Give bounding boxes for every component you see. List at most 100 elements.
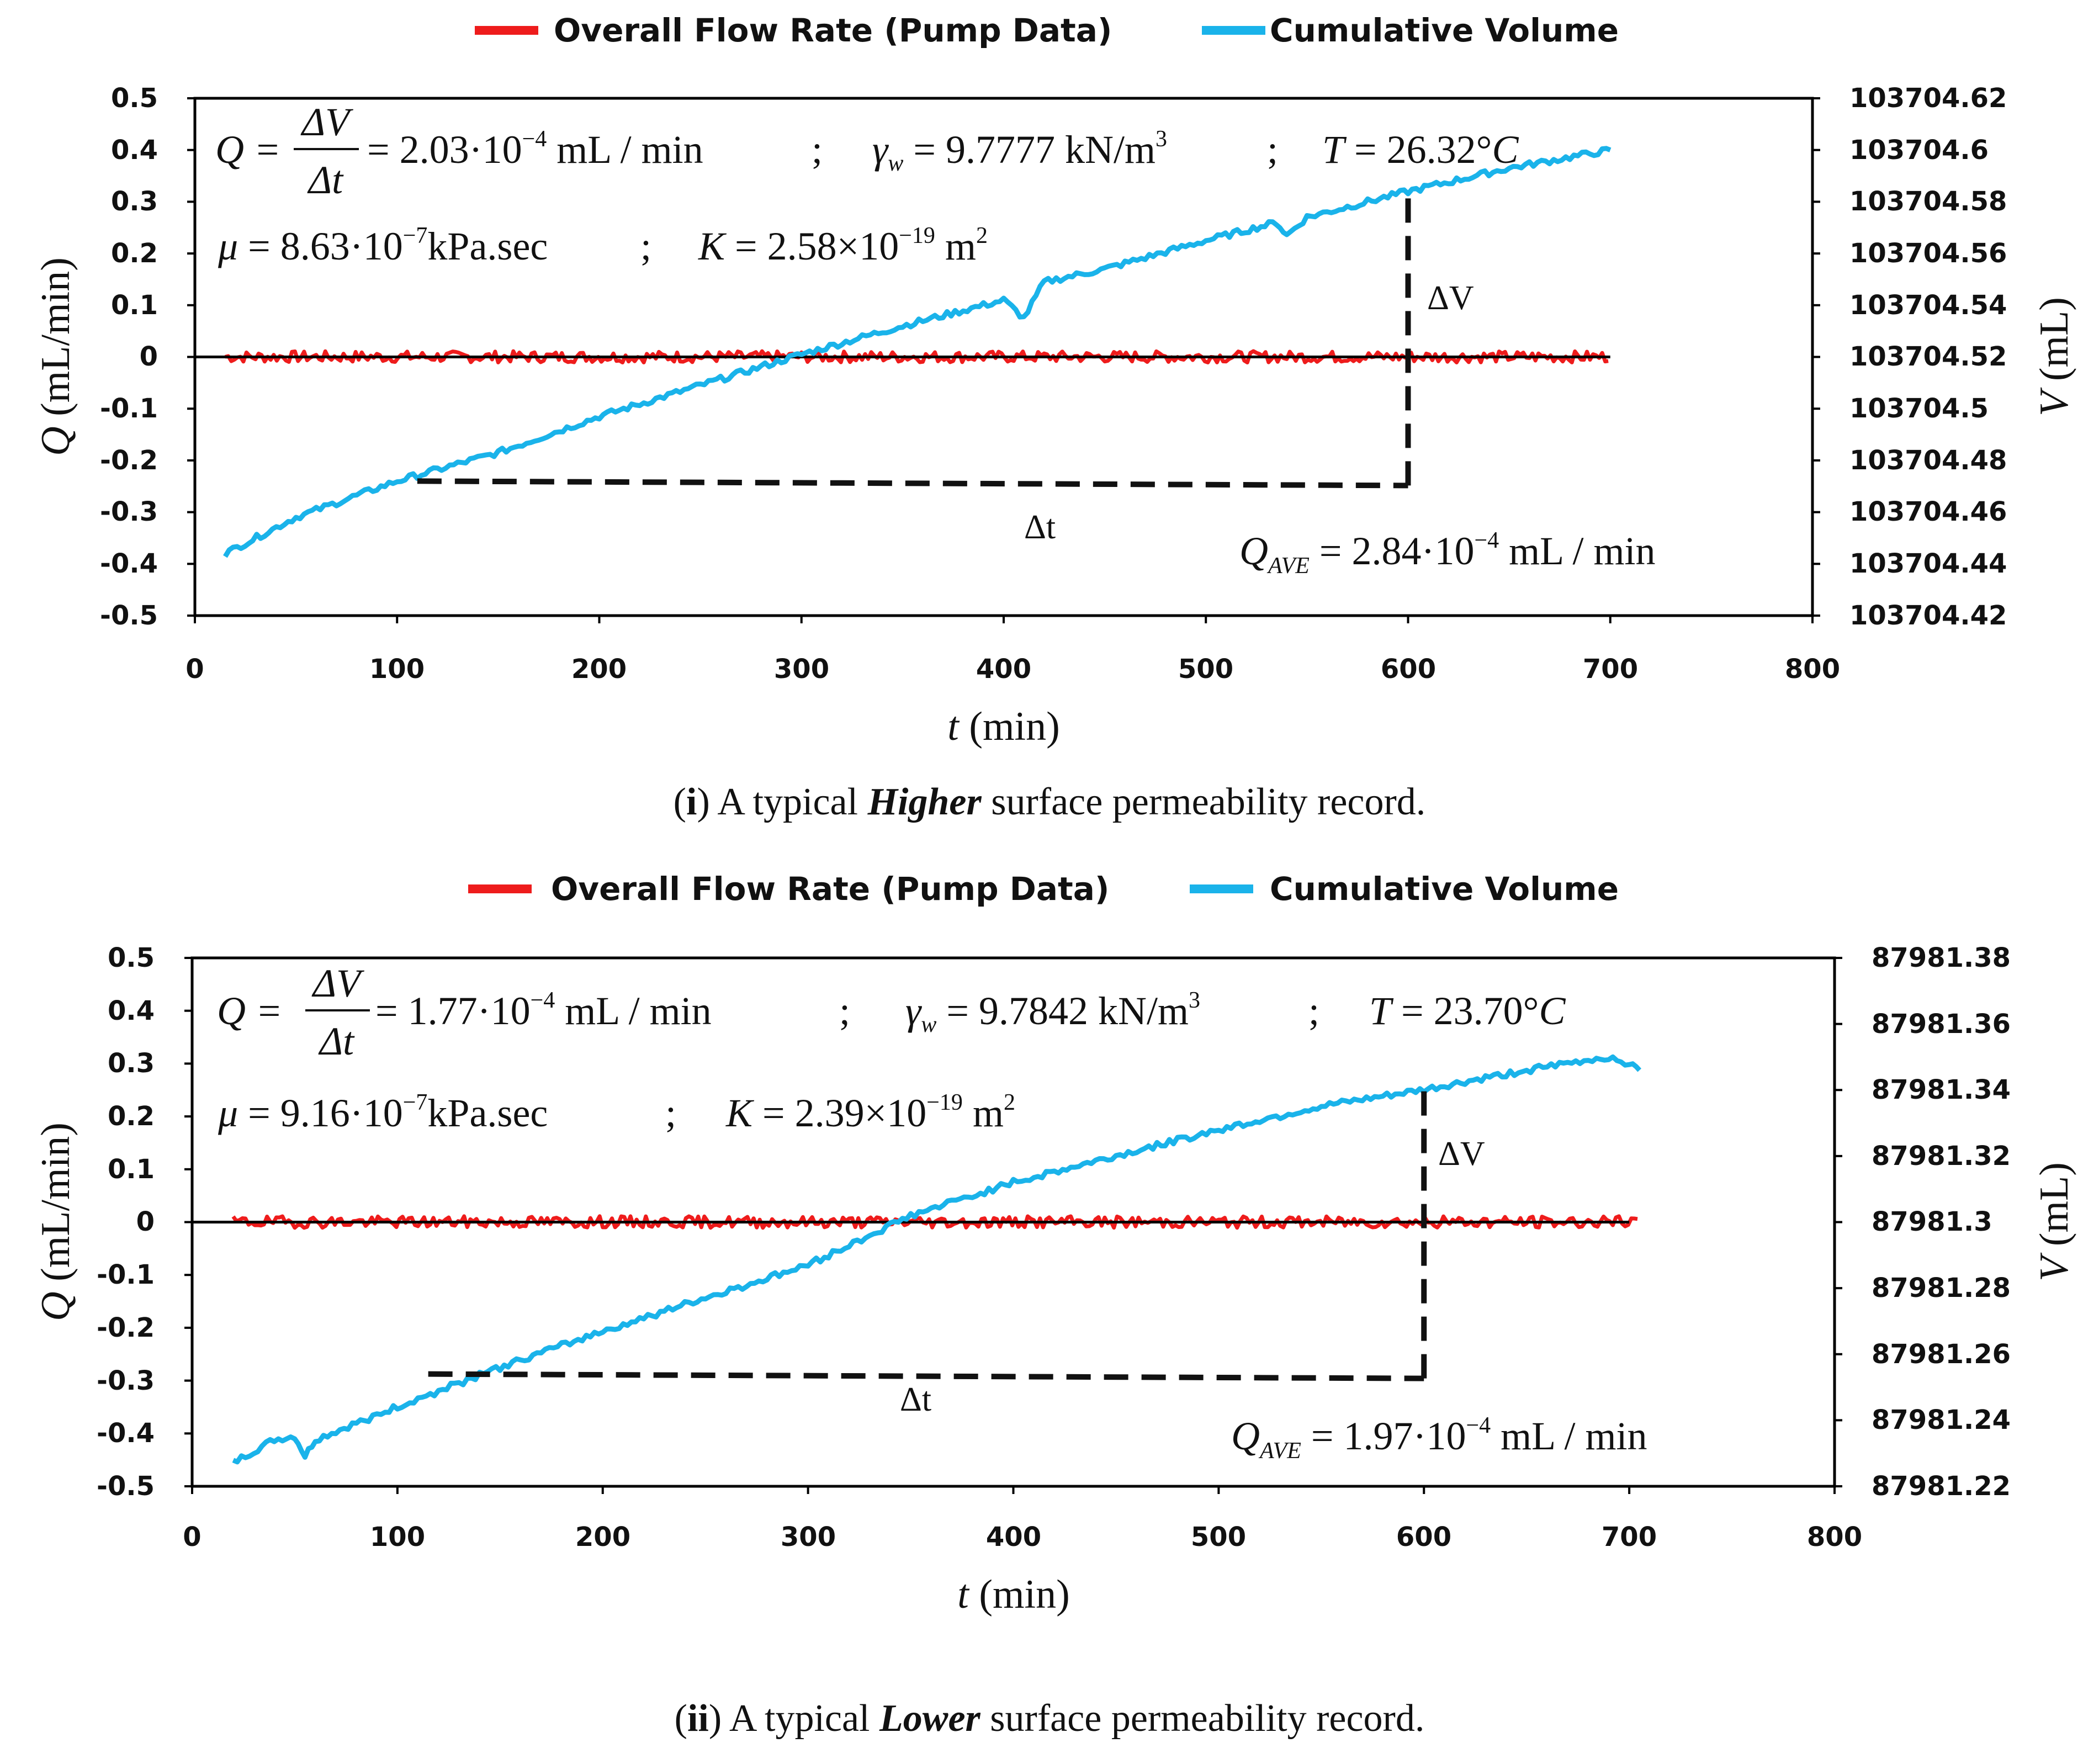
chart-1-ytick: -0.4 xyxy=(100,548,158,579)
chart-2-y2tick: 87981.22 xyxy=(1872,1471,2011,1502)
chart-1-y2tick: 103704.52 xyxy=(1849,341,2007,372)
chart-2-eq-temp: T = 23.70°C xyxy=(1369,989,1566,1033)
chart-2-y2tick: 87981.32 xyxy=(1872,1141,2011,1172)
chart-1-y2-ticks: 103704.62 103704.6 103704.58 103704.56 1… xyxy=(1849,83,2007,631)
chart-2-y2tick: 87981.3 xyxy=(1872,1206,1992,1237)
chart-1-ytick: -0.1 xyxy=(100,393,158,424)
chart-1-xtick: 300 xyxy=(774,654,829,685)
chart-2-y2tick: 87981.24 xyxy=(1872,1405,2011,1435)
chart-2-y2tick: 87981.36 xyxy=(1872,1009,2011,1040)
chart-2-eq-sep-3: ; xyxy=(665,1091,676,1135)
chart-2-y2tick: 87981.26 xyxy=(1872,1339,2011,1370)
chart-1-eq-sep-3: ; xyxy=(640,224,651,268)
chart-1-ytick: -0.2 xyxy=(100,445,158,476)
chart-1-y2tick: 103704.58 xyxy=(1849,186,2007,217)
chart-2-ytick: -0.5 xyxy=(97,1471,155,1502)
chart-2-eq-gamma: γw = 9.7842 kN/m3 xyxy=(905,988,1200,1037)
chart-2-delta-v-label: ΔV xyxy=(1438,1135,1485,1173)
chart-2-xtick: 0 xyxy=(183,1522,201,1553)
chart-2-y-ticks: 0.5 0.4 0.3 0.2 0.1 0 -0.1 -0.2 -0.3 -0.… xyxy=(97,942,155,1502)
chart-2-xtick: 100 xyxy=(370,1522,425,1553)
chart-1-xtick: 600 xyxy=(1381,654,1436,685)
chart-2-xtick: 500 xyxy=(1191,1522,1246,1553)
chart-1-equation-flow: Q = ΔV Δt = 2.03·10−4 mL / min ; γw = 9.… xyxy=(215,100,1519,202)
chart-2-eq-sep-2: ; xyxy=(1308,989,1319,1033)
chart-1-eq-temp: T = 26.32°C xyxy=(1322,128,1519,172)
chart-2-eq-mu: μ = 9.16·10−7kPa.sec xyxy=(218,1090,548,1135)
chart-2-ytick: 0.2 xyxy=(108,1101,155,1132)
delta-t-dashed-line xyxy=(428,1371,1424,1381)
chart-1-eq-mu: μ = 8.63·10−7kPa.sec xyxy=(218,223,548,268)
chart-2-ytick: -0.4 xyxy=(97,1418,155,1449)
chart-1: Overall Flow Rate (Pump Data) Cumulative… xyxy=(33,12,2077,823)
chart-1-y2tick: 103704.46 xyxy=(1849,496,2007,527)
chart-1-q-average: QAVE = 2.84·10−4 mL / min xyxy=(1239,528,1655,579)
chart-1-y2tick: 103704.48 xyxy=(1849,445,2007,476)
chart-2: Overall Flow Rate (Pump Data) Cumulative… xyxy=(33,870,2077,1740)
chart-1-ytick: 0.5 xyxy=(111,83,158,114)
cumulative-volume-series xyxy=(223,146,1612,558)
chart-1-eq-k: K = 2.58×10−19 m2 xyxy=(698,223,988,268)
chart-2-eq-q-lhs: Q = xyxy=(217,989,283,1033)
chart-1-eq-sep-2: ; xyxy=(1267,128,1278,172)
chart-2-equation-props: μ = 9.16·10−7kPa.sec ; K = 2.39×10−19 m2 xyxy=(218,1090,1015,1135)
chart-2-xtick: 300 xyxy=(781,1522,836,1553)
chart-1-y2tick: 103704.5 xyxy=(1849,393,1989,424)
chart-1-xtick: 800 xyxy=(1785,654,1840,685)
chart-1-delta-v-label: ΔV xyxy=(1427,279,1474,317)
chart-1-xtick: 700 xyxy=(1583,654,1638,685)
chart-1-x-axis-label: t (min) xyxy=(947,704,1059,749)
chart-2-x-ticks: 0 100 200 300 400 500 600 700 800 xyxy=(183,1522,1862,1553)
chart-1-y2tick: 103704.42 xyxy=(1849,600,2007,631)
chart-1-ytick: 0 xyxy=(140,341,158,372)
chart-2-xtick: 700 xyxy=(1602,1522,1657,1553)
chart-1-plot-data xyxy=(195,146,1612,558)
chart-1-delta-t-label: Δt xyxy=(1024,508,1056,546)
chart-2-ytick: -0.2 xyxy=(97,1312,155,1343)
chart-2-ytick: 0.3 xyxy=(108,1048,155,1079)
chart-2-xtick: 600 xyxy=(1396,1522,1451,1553)
chart-2-legend-flow-label: Overall Flow Rate (Pump Data) xyxy=(551,870,1109,908)
chart-1-ytick: 0.4 xyxy=(111,135,158,166)
chart-1-ytick: -0.3 xyxy=(100,496,158,527)
chart-1-ytick: 0.2 xyxy=(111,238,158,269)
chart-2-xtick: 200 xyxy=(575,1522,630,1553)
chart-2-xtick: 800 xyxy=(1807,1522,1862,1553)
chart-1-y-ticks: 0.5 0.4 0.3 0.2 0.1 0 -0.1 -0.2 -0.3 -0.… xyxy=(100,83,158,631)
chart-2-y2tick: 87981.28 xyxy=(1872,1273,2011,1304)
flow-rate-series xyxy=(225,349,1609,364)
chart-1-ytick: 0.1 xyxy=(111,290,158,321)
chart-1-legend-flow-label: Overall Flow Rate (Pump Data) xyxy=(554,12,1112,49)
chart-2-eq-dv: ΔV xyxy=(311,961,364,1005)
chart-1-xtick: 100 xyxy=(369,654,425,685)
chart-1-legend: Overall Flow Rate (Pump Data) Cumulative… xyxy=(475,12,1619,49)
chart-2-eq-dt: Δt xyxy=(318,1019,355,1063)
chart-2-caption: (ii) A typical Lower surface permeabilit… xyxy=(675,1697,1425,1740)
chart-2-y2-ticks: 87981.38 87981.36 87981.34 87981.32 8798… xyxy=(1872,942,2011,1502)
chart-2-eq-k: K = 2.39×10−19 m2 xyxy=(725,1090,1015,1135)
chart-2-ytick: -0.1 xyxy=(97,1259,155,1290)
chart-2-legend: Overall Flow Rate (Pump Data) Cumulative… xyxy=(468,870,1619,908)
chart-1-eq-q-lhs: Q = xyxy=(215,128,281,172)
chart-2-legend-volume-label: Cumulative Volume xyxy=(1270,870,1619,908)
chart-1-legend-volume-label: Cumulative Volume xyxy=(1270,12,1619,49)
chart-2-x-axis-label: t (min) xyxy=(957,1572,1069,1617)
chart-1-xtick: 200 xyxy=(571,654,627,685)
chart-2-ytick: 0.5 xyxy=(108,942,155,973)
chart-1-eq-gamma: γw = 9.7777 kN/m3 xyxy=(872,126,1167,176)
chart-2-q-average: QAVE = 1.97·10−4 mL / min xyxy=(1231,1413,1647,1464)
chart-2-eq-sep-1: ; xyxy=(839,989,850,1033)
chart-2-delta-t-label: Δt xyxy=(900,1381,931,1418)
chart-1-y2-axis-label: V (mL) xyxy=(2032,297,2077,416)
chart-1-y2tick: 103704.44 xyxy=(1849,548,2007,579)
chart-1-eq-dv: ΔV xyxy=(300,100,353,144)
chart-1-eq-sep-1: ; xyxy=(812,128,823,172)
chart-2-y-axis-label: Q (mL/min) xyxy=(33,1122,78,1321)
chart-1-x-ticks: 0 100 200 300 400 500 600 700 800 xyxy=(185,654,1840,685)
chart-1-xtick: 500 xyxy=(1178,654,1233,685)
chart-1-y2tick: 103704.6 xyxy=(1849,135,1989,166)
chart-1-xtick: 0 xyxy=(185,654,204,685)
chart-2-eq-q-value: = 1.77·10−4 mL / min xyxy=(375,988,712,1033)
chart-2-ytick: -0.3 xyxy=(97,1365,155,1396)
chart-1-y-axis-label: Q (mL/min) xyxy=(33,257,78,456)
